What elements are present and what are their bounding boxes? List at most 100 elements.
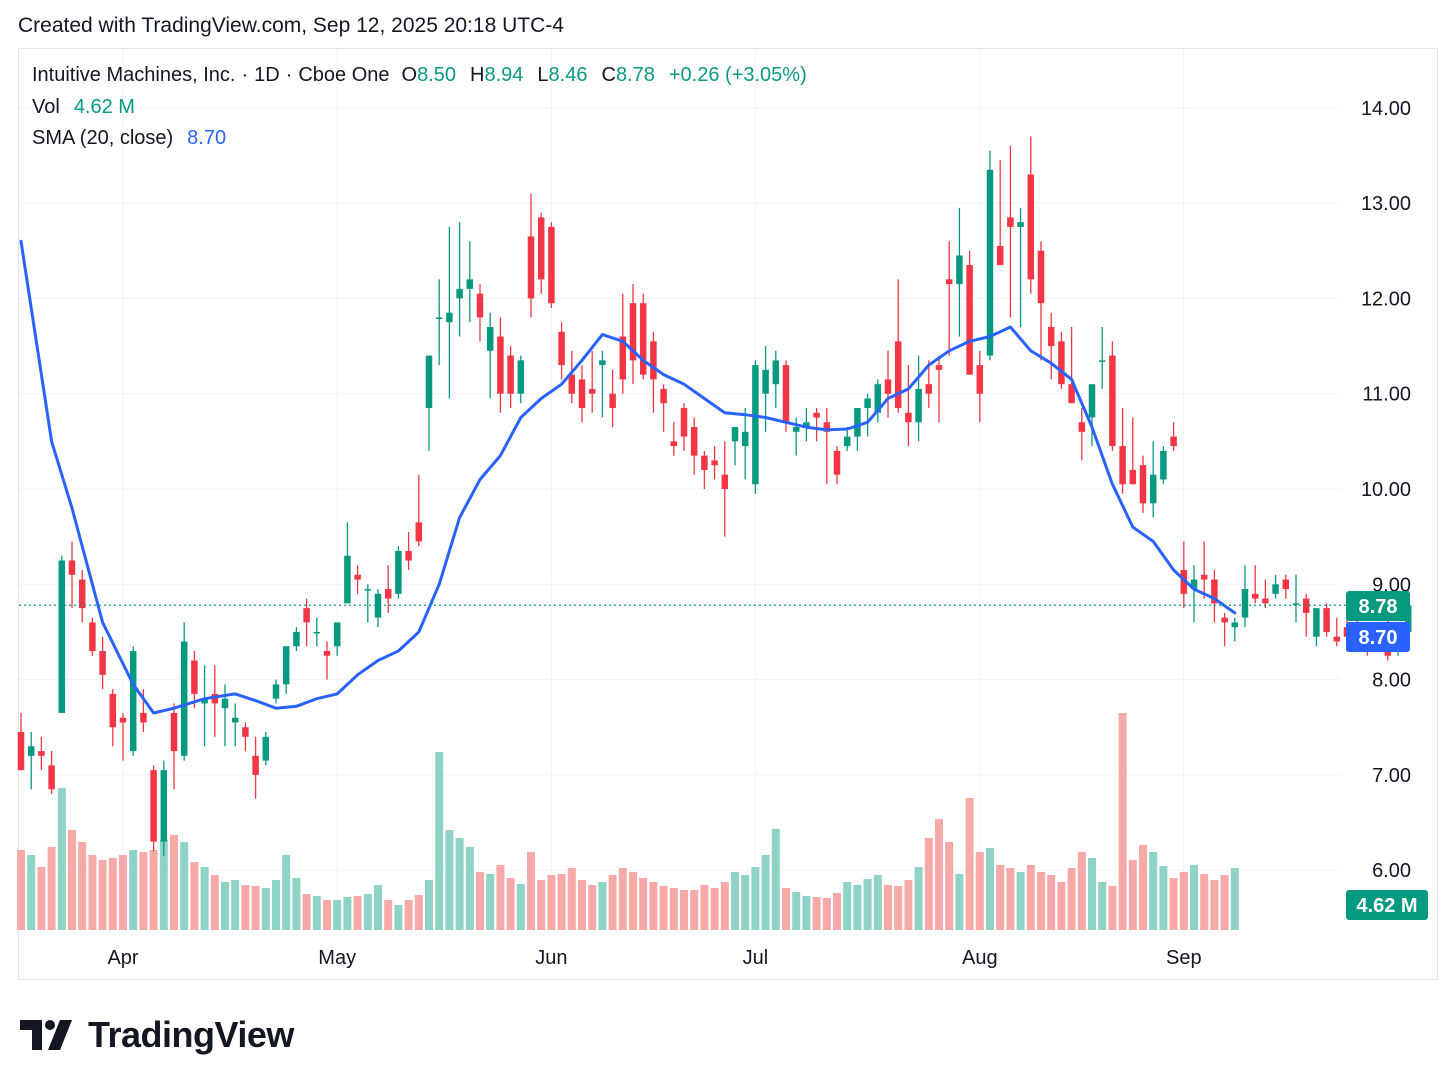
volume-bar — [884, 885, 892, 930]
candle-body — [1027, 174, 1035, 280]
volume-bar — [445, 830, 454, 930]
candle-body — [384, 589, 392, 599]
volume-bar — [567, 868, 576, 930]
volume-bar — [782, 888, 790, 930]
candle-body — [976, 365, 984, 394]
candle-body — [874, 384, 882, 413]
candle-body — [1221, 617, 1228, 623]
volume-bar — [1088, 858, 1096, 930]
candle-body — [476, 293, 484, 318]
volume-bar — [231, 880, 240, 930]
volume-bar — [598, 882, 607, 930]
volume-bar — [1139, 845, 1147, 930]
candle-body — [935, 365, 943, 370]
open-value: 8.50 — [417, 64, 457, 86]
volume-bar — [914, 867, 923, 930]
volume-bar — [547, 875, 556, 930]
volume-bar — [690, 890, 699, 930]
candle-body — [884, 379, 892, 394]
volume-bar — [578, 880, 586, 930]
candle-body — [1241, 589, 1249, 618]
candle-body — [456, 288, 463, 299]
volume-bar — [292, 878, 301, 930]
volume-bar — [343, 897, 352, 930]
volume-bar — [455, 838, 464, 930]
volume-bar — [996, 865, 1005, 930]
volume-bar — [323, 900, 331, 930]
candle-body — [242, 727, 249, 737]
candle-body — [741, 431, 749, 447]
sma-label: SMA (20, close) — [32, 127, 174, 149]
high-value: 8.94 — [484, 64, 524, 86]
candle-body — [395, 550, 402, 594]
volume-bar — [986, 848, 994, 930]
candle-body — [1262, 598, 1269, 604]
candle-body — [568, 374, 576, 394]
price-tick-label: 8.00 — [1372, 670, 1411, 692]
close-label: C — [601, 64, 616, 86]
candle-body — [578, 379, 586, 408]
candle-body — [1231, 622, 1239, 628]
volume-bar — [414, 895, 423, 930]
volume-bar — [853, 885, 862, 930]
candle-body — [864, 398, 871, 408]
volume-bar — [1026, 865, 1035, 930]
volume-bar — [975, 852, 984, 930]
volume-bar — [190, 862, 199, 930]
volume-bar — [394, 905, 403, 930]
volume-bar — [904, 880, 913, 930]
volume-bar — [1128, 860, 1137, 930]
candle-body — [486, 326, 494, 351]
candle-body — [293, 631, 300, 647]
volume-bar — [527, 852, 535, 930]
candle-body — [1170, 436, 1177, 447]
candle-body — [548, 226, 555, 304]
candle-body — [425, 355, 433, 408]
candle-body — [1211, 579, 1218, 604]
candle-body — [619, 336, 627, 380]
volume-bar — [945, 842, 954, 930]
candle-body — [140, 712, 147, 723]
candle-body — [762, 369, 769, 394]
time-tick-label: Jun — [535, 947, 567, 969]
candle-body — [48, 765, 55, 790]
volume-bar — [486, 874, 495, 930]
volume-bar — [608, 875, 617, 930]
price-tick-label: 13.00 — [1361, 193, 1411, 215]
volume-bar — [476, 872, 484, 930]
volume-bar — [1230, 868, 1239, 930]
candle-body — [660, 388, 667, 404]
candle-body — [364, 589, 372, 591]
candle-body — [313, 631, 321, 634]
volume-bar — [1006, 868, 1015, 930]
volume-bar — [710, 888, 719, 930]
volume-bar — [1057, 882, 1066, 930]
candle-body — [374, 593, 382, 618]
last-price-badge: 8.78 — [1359, 596, 1398, 618]
candle-body — [1313, 608, 1320, 637]
volume-bar — [935, 819, 943, 930]
volume-bar — [374, 885, 382, 930]
candle-body — [1180, 570, 1188, 594]
volume-bar — [822, 898, 831, 930]
volume-bar — [629, 872, 637, 930]
volume-bar — [496, 865, 505, 930]
sma-price-badge: 8.70 — [1359, 627, 1398, 649]
symbol-legend: Intuitive Machines, Inc. · 1D · Cboe One O8.5… — [32, 64, 807, 86]
volume-bar — [873, 875, 882, 930]
candle-body — [160, 770, 168, 842]
candle-body — [629, 303, 637, 361]
candle-body — [435, 317, 443, 319]
candle-body — [1200, 574, 1208, 580]
volume-bar — [1179, 872, 1188, 930]
candle-body — [803, 422, 810, 428]
volume-bar — [210, 875, 219, 930]
candle-body — [1272, 584, 1279, 594]
candle-body — [986, 169, 994, 356]
low-label: L — [537, 64, 549, 86]
candle-body — [925, 384, 933, 394]
candle-body — [78, 579, 86, 609]
volume-badge: 4.62 M — [1356, 895, 1417, 917]
time-tick-label: Jul — [743, 947, 769, 969]
